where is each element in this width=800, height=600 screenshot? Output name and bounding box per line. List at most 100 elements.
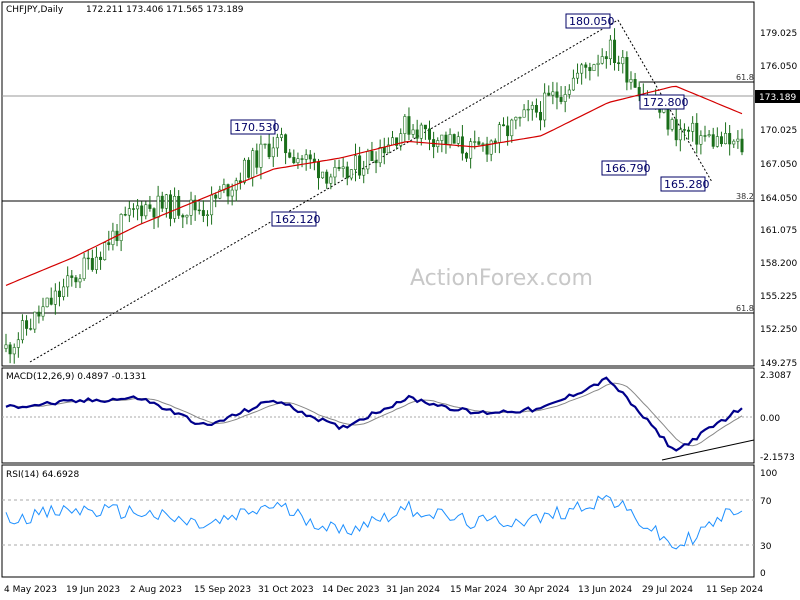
candle-body xyxy=(502,124,506,127)
candle-body xyxy=(189,199,193,216)
candle-body xyxy=(576,72,580,79)
candle-body xyxy=(160,195,164,209)
candle-body xyxy=(8,344,12,355)
candle-body xyxy=(485,143,489,155)
macd-label: MACD(12,26,9) 0.4897 -0.1331 xyxy=(6,372,146,382)
candle-body xyxy=(275,137,279,149)
candle-body xyxy=(94,256,98,270)
candle-body xyxy=(70,275,74,278)
candle-body xyxy=(695,122,699,145)
candle-body xyxy=(99,256,103,261)
candle-body xyxy=(493,140,497,143)
candle-body xyxy=(559,97,563,102)
label-162-120: 162.120 xyxy=(271,211,321,227)
candle-body xyxy=(168,194,172,219)
candle-body xyxy=(247,159,251,178)
candle-body xyxy=(90,258,94,270)
candle-body xyxy=(218,189,222,199)
candle-body xyxy=(506,125,510,137)
candle-body xyxy=(333,167,337,178)
candle-body xyxy=(271,147,275,158)
candle-body xyxy=(386,144,390,154)
candle-body xyxy=(711,134,715,147)
candle-body xyxy=(349,169,353,179)
candle-body xyxy=(736,138,740,142)
chart-symbol: CHFJPY,Daily xyxy=(6,5,64,15)
candle-body xyxy=(563,94,567,102)
candle-body xyxy=(551,91,555,96)
price-tick: 176.050 xyxy=(760,62,797,72)
candle-body xyxy=(403,116,407,134)
macd-trendline xyxy=(661,439,755,461)
macd-axis: 2.3087 0.00 -2.1573 xyxy=(760,371,795,463)
candle-body xyxy=(715,136,719,147)
label-165-280: 165.280 xyxy=(660,176,710,192)
price-tick: 179.025 xyxy=(760,29,797,39)
candle-body xyxy=(66,275,70,288)
candle-body xyxy=(567,89,571,95)
candle-body xyxy=(329,176,333,184)
candle-body xyxy=(382,146,386,154)
candle-body xyxy=(543,92,547,121)
price-panel xyxy=(1,1,755,367)
candle-body xyxy=(411,129,415,135)
chart-ohlc: 172.211 173.406 171.565 173.189 xyxy=(86,5,244,15)
candle-body xyxy=(448,134,452,145)
candle-body xyxy=(707,134,711,137)
candle-body xyxy=(16,339,20,348)
trendline-up xyxy=(29,19,619,363)
candle-body xyxy=(20,320,24,341)
fib-label-618-upper: 61.8 xyxy=(736,73,754,82)
candle-body xyxy=(608,39,612,60)
candle-body xyxy=(25,320,29,329)
candle-body xyxy=(588,67,592,72)
candle-body xyxy=(703,135,707,137)
time-tick: 2 Aug 2023 xyxy=(130,585,182,595)
candle-body xyxy=(719,136,723,145)
candle-body xyxy=(353,155,357,170)
candle-body xyxy=(428,128,432,140)
label-172-800: 172.800 xyxy=(639,94,689,110)
candle-body xyxy=(539,111,543,121)
candle-body xyxy=(49,297,53,305)
fib-label-618-lower: 61.8 xyxy=(736,304,754,313)
time-tick: 15 Mar 2024 xyxy=(450,585,507,595)
candle-body xyxy=(691,122,695,132)
candle-body xyxy=(481,143,485,145)
candle-body xyxy=(33,311,37,330)
candle-body xyxy=(732,140,736,145)
rsi-tick: 0 xyxy=(760,569,766,579)
candle-body xyxy=(152,208,156,218)
candle-body xyxy=(415,129,419,139)
candles xyxy=(4,28,744,364)
candle-body xyxy=(308,154,312,160)
time-tick: 30 Apr 2024 xyxy=(514,585,570,595)
candle-body xyxy=(107,242,111,245)
candle-body xyxy=(522,109,526,118)
candle-body xyxy=(423,124,427,130)
candle-body xyxy=(674,119,678,141)
price-tick: 158.200 xyxy=(760,259,797,269)
candle-body xyxy=(378,146,382,164)
candle-body xyxy=(267,143,271,158)
candle-body xyxy=(263,143,267,146)
label-166-790: 166.790 xyxy=(601,160,651,176)
candle-body xyxy=(156,195,160,218)
candle-body xyxy=(185,214,189,218)
candle-body xyxy=(514,116,518,121)
candle-body xyxy=(477,141,481,145)
moving-average-line xyxy=(5,85,743,286)
candle-body xyxy=(45,297,49,308)
candle-body xyxy=(687,129,691,132)
candle-body xyxy=(625,57,629,83)
candle-body xyxy=(419,124,423,139)
rsi-axis: 100 70 30 0 xyxy=(760,469,777,579)
candle-body xyxy=(127,208,131,216)
candle-body xyxy=(119,214,123,241)
candle-body xyxy=(629,79,633,83)
candle-body xyxy=(497,124,501,143)
price-tick: 167.050 xyxy=(760,160,797,170)
candle-body xyxy=(29,328,33,330)
